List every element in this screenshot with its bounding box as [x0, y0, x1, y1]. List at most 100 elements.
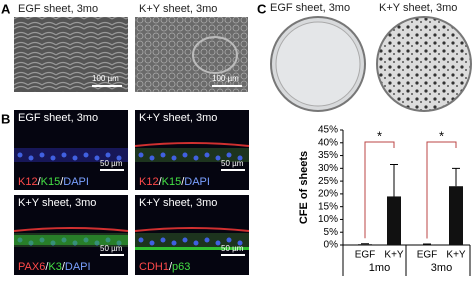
bar [387, 196, 401, 245]
stain-layer [135, 247, 249, 250]
image-title: EGF sheet, 3mo [18, 3, 98, 15]
image-title: K+Y sheet, 3mo [139, 112, 217, 124]
error-bar [390, 164, 398, 197]
y-tick-label: 45% [318, 125, 338, 136]
tissue-layer [14, 148, 128, 162]
scale-label: 50 µm [221, 159, 244, 168]
significance-bracket [364, 141, 395, 239]
x-tick-label: EGF [417, 250, 438, 261]
error-bar [452, 167, 460, 187]
bar [449, 186, 463, 245]
error-bar [423, 243, 431, 245]
nucleus [138, 152, 144, 158]
image-title: K+Y sheet, 3mo [139, 197, 217, 209]
image-title: K+Y sheet, 3mo [18, 197, 96, 209]
bar [420, 244, 434, 245]
y-axis-label: CFE of sheets [298, 151, 310, 224]
stain-part: DAPI [184, 176, 210, 188]
stain-part: PAX6 [18, 261, 45, 273]
stain-band [13, 227, 129, 232]
colony-outline [192, 36, 238, 74]
tissue-layer [135, 148, 249, 162]
x-tick-label: EGF [355, 250, 376, 261]
tissue-layer [135, 233, 249, 247]
nucleus [72, 155, 78, 161]
panel-label: C [257, 1, 267, 16]
stain-part: / [169, 261, 173, 273]
nucleus [61, 152, 67, 158]
nucleus [182, 152, 188, 158]
stain-part: p63 [172, 261, 190, 273]
nucleus [105, 152, 111, 158]
scale-label: 50 µm [100, 244, 123, 253]
nucleus [28, 155, 34, 161]
bar [358, 244, 372, 245]
nucleus [39, 152, 45, 158]
scale-label: 50 µm [221, 244, 244, 253]
culture-dish [275, 21, 361, 107]
stain-part: / [62, 261, 66, 273]
stain-part: K12 [18, 176, 38, 188]
image-title: K+Y sheet, 3mo [379, 2, 457, 14]
panel-label: A [1, 1, 11, 16]
scale-label: 100 µm [212, 74, 239, 83]
y-tick-label: 5% [324, 227, 339, 238]
stain-part: K15 [162, 176, 182, 188]
nucleus [204, 152, 210, 158]
y-tick-label: 10% [318, 214, 338, 225]
nucleus [237, 240, 243, 246]
stain-part: / [159, 176, 163, 188]
nucleus [149, 240, 155, 246]
nucleus [171, 155, 177, 161]
error-bar [361, 243, 369, 245]
image-title: EGF sheet, 3mo [270, 2, 350, 14]
nucleus [83, 152, 89, 158]
stain-part: CDH1 [139, 261, 169, 273]
y-tick-label: 35% [318, 150, 338, 161]
nucleus [182, 237, 188, 243]
x-tick-label: K+Y [384, 250, 404, 261]
stain-part: K15 [41, 176, 61, 188]
nucleus [149, 155, 155, 161]
nucleus [138, 237, 144, 243]
y-tick-label: 40% [318, 137, 338, 148]
group-label: 3mo [431, 262, 452, 274]
nucleus [171, 240, 177, 246]
nucleus [237, 155, 243, 161]
stain-part: K12 [139, 176, 159, 188]
image-title: K+Y sheet, 3mo [139, 3, 217, 15]
group-label: 1mo [369, 262, 390, 274]
nucleus [193, 155, 199, 161]
stain-label: K12/K15/DAPI [139, 176, 210, 188]
nucleus [204, 237, 210, 243]
culture-dish [376, 16, 472, 112]
nucleus [94, 155, 100, 161]
stain-label: K12/K15/DAPI [18, 176, 89, 188]
panel-label: B [1, 111, 10, 126]
stain-part: K3 [48, 261, 61, 273]
micrograph [135, 17, 248, 92]
stain-label: PAX6/K3/DAPI [18, 261, 91, 273]
y-tick-label: 15% [318, 201, 338, 212]
nucleus [193, 240, 199, 246]
stain-part: / [60, 176, 64, 188]
x-tick-label: K+Y [446, 250, 466, 261]
stain-band [134, 142, 250, 147]
image-title: EGF sheet, 3mo [18, 112, 98, 124]
micrograph [14, 17, 128, 92]
scale-label: 50 µm [100, 159, 123, 168]
significance-mark: * [377, 128, 382, 143]
nucleus [50, 155, 56, 161]
stain-layer [14, 235, 128, 245]
nucleus [215, 240, 221, 246]
nucleus [17, 152, 23, 158]
significance-bracket [426, 141, 457, 239]
significance-mark: * [439, 128, 444, 143]
nucleus [226, 237, 232, 243]
nucleus [215, 155, 221, 161]
nucleus [160, 152, 166, 158]
nucleus [160, 237, 166, 243]
stain-part: DAPI [63, 176, 89, 188]
stain-part: / [38, 176, 42, 188]
